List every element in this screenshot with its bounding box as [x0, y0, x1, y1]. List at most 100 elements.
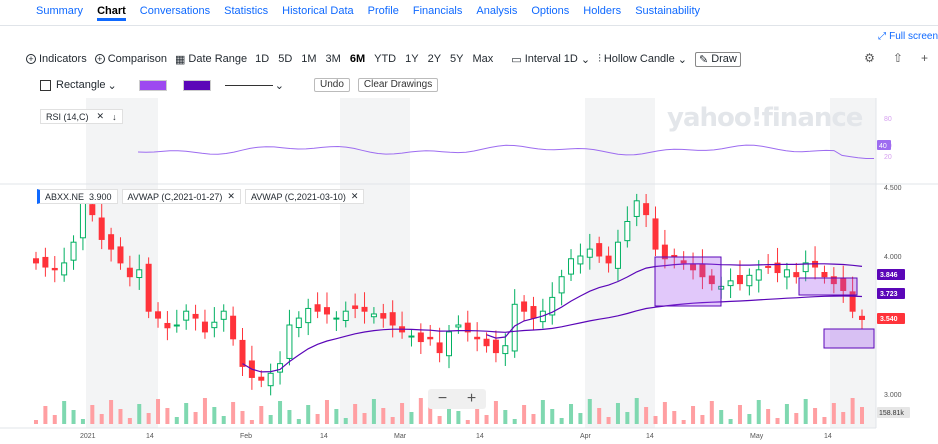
- x-axis-label: 2021: [80, 433, 96, 440]
- candle-body: [323, 307, 330, 315]
- volume-bar: [456, 411, 461, 424]
- volume-bar: [578, 413, 583, 424]
- chevron-down-icon: ⌄: [274, 79, 284, 92]
- volume-bar: [296, 419, 301, 424]
- range-ytd[interactable]: YTD: [374, 53, 397, 65]
- tab-statistics[interactable]: Statistics: [224, 5, 269, 17]
- arrow-down-icon[interactable]: ↓: [112, 111, 117, 122]
- volume-bar: [822, 417, 827, 424]
- indicators-button[interactable]: + Indicators: [26, 53, 87, 65]
- volume-bar: [343, 418, 348, 424]
- settings-gear-icon[interactable]: ⚙: [864, 51, 875, 65]
- volume-bar: [700, 415, 705, 424]
- range-5y[interactable]: 5Y: [450, 53, 464, 65]
- candle-body: [126, 267, 133, 278]
- candle-body: [380, 313, 387, 319]
- range-3m[interactable]: 3M: [325, 53, 341, 65]
- interval-button[interactable]: ▭ Interval 1D ⌄: [511, 53, 590, 66]
- volume-bar: [259, 406, 264, 424]
- border-color-swatch[interactable]: [182, 79, 211, 91]
- tab-profile[interactable]: Profile: [367, 5, 399, 17]
- plus-circle-icon: +: [94, 54, 105, 64]
- volume-bar: [784, 404, 789, 424]
- close-icon[interactable]: ✕: [227, 191, 235, 201]
- tab-options[interactable]: Options: [531, 5, 570, 17]
- tab-conversations[interactable]: Conversations: [139, 5, 211, 17]
- tab-holders[interactable]: Holders: [583, 5, 622, 17]
- indicator-name: AVWAP (C,2021-03-10): [250, 191, 346, 202]
- candle-body: [427, 336, 434, 340]
- candle-body: [89, 204, 96, 216]
- tab-summary[interactable]: Summary: [36, 5, 84, 17]
- indicator-label[interactable]: ABXX.NE 3.900: [37, 189, 118, 204]
- volume-bar: [813, 408, 818, 424]
- range-6m[interactable]: 6M: [349, 53, 366, 65]
- indicator-label[interactable]: AVWAP (C,2021-03-10) ✕: [244, 189, 365, 204]
- range-1y[interactable]: 1Y: [405, 53, 419, 65]
- chevron-down-icon: ⌄: [677, 53, 687, 66]
- candle-body: [295, 317, 302, 329]
- candle-body: [652, 218, 659, 250]
- share-icon[interactable]: ⇧: [892, 51, 903, 65]
- volume-bar: [597, 408, 602, 424]
- zoom-out-button[interactable]: −: [437, 390, 448, 407]
- range-5d[interactable]: 5D: [278, 53, 293, 65]
- date-range-button[interactable]: ▦ Date Range: [175, 53, 247, 66]
- shape-select[interactable]: Rectangle: [56, 79, 106, 91]
- add-icon[interactable]: +: [920, 51, 928, 65]
- range-1m[interactable]: 1M: [301, 53, 317, 65]
- chart-type-button[interactable]: ⫶ Hollow Candle ⌄: [598, 53, 687, 66]
- range-max[interactable]: Max: [472, 53, 494, 65]
- full-screen-button[interactable]: ⤢ Full screen: [878, 31, 938, 42]
- candle-body: [568, 258, 575, 275]
- volume-bar: [52, 415, 57, 424]
- range-1d[interactable]: 1D: [255, 53, 270, 65]
- volume-bar: [212, 407, 217, 424]
- tab-historical-data[interactable]: Historical Data: [282, 5, 354, 17]
- date-range-label: Date Range: [188, 53, 248, 65]
- clear-drawings-button[interactable]: Clear Drawings: [357, 78, 439, 92]
- rectangle-checkbox[interactable]: [40, 79, 51, 91]
- price-axis-label: 4.000: [884, 254, 902, 261]
- close-icon[interactable]: ✕: [96, 111, 105, 121]
- volume-bar: [390, 417, 395, 424]
- chart-type-label: Hollow Candle: [603, 53, 675, 65]
- candle-body: [220, 310, 227, 320]
- tab-sustainability[interactable]: Sustainability: [635, 5, 701, 17]
- close-icon[interactable]: ✕: [350, 191, 359, 201]
- candle-body: [192, 313, 199, 319]
- volume-bar: [831, 403, 836, 424]
- line-style-select[interactable]: [224, 84, 273, 86]
- nav-divider: [0, 25, 938, 26]
- draw-button[interactable]: ✎ Draw: [694, 51, 741, 67]
- candle-body: [736, 275, 743, 285]
- expand-icon: ⤢: [878, 31, 887, 42]
- volume-bar: [437, 416, 442, 424]
- candle-body: [370, 313, 377, 318]
- volume-bar: [522, 405, 527, 424]
- chevron-down-icon: ⌄: [107, 79, 117, 92]
- chart-toolbar: + Indicators + Comparison ▦ Date Range 1D 5D…: [26, 50, 749, 68]
- candle-body: [821, 272, 828, 278]
- candle-body: [183, 310, 190, 321]
- volume-bar: [531, 414, 536, 424]
- zoom-in-button[interactable]: +: [466, 390, 477, 407]
- comparison-button[interactable]: + Comparison: [94, 53, 167, 65]
- volume-bar: [860, 407, 864, 424]
- tab-financials[interactable]: Financials: [412, 5, 463, 17]
- volume-bar: [156, 399, 161, 424]
- volume-bar: [146, 413, 151, 424]
- price-tag-value: 3.723: [880, 291, 898, 298]
- tab-analysis[interactable]: Analysis: [476, 5, 518, 17]
- range-2y[interactable]: 2Y: [427, 53, 442, 65]
- indicator-label[interactable]: AVWAP (C,2021-01-27) ✕: [121, 189, 241, 204]
- fill-color-swatch[interactable]: [138, 79, 167, 91]
- price-chart[interactable]: 804020404.5004.0003.0003.8463.7233.54015…: [0, 98, 938, 444]
- candle-body: [145, 263, 152, 312]
- tab-chart[interactable]: Chart: [97, 5, 126, 21]
- candle-body: [755, 269, 762, 281]
- candle-body: [333, 317, 340, 320]
- undo-button[interactable]: Undo: [313, 78, 350, 92]
- volume-bar: [137, 404, 142, 424]
- volume-bar: [672, 411, 677, 424]
